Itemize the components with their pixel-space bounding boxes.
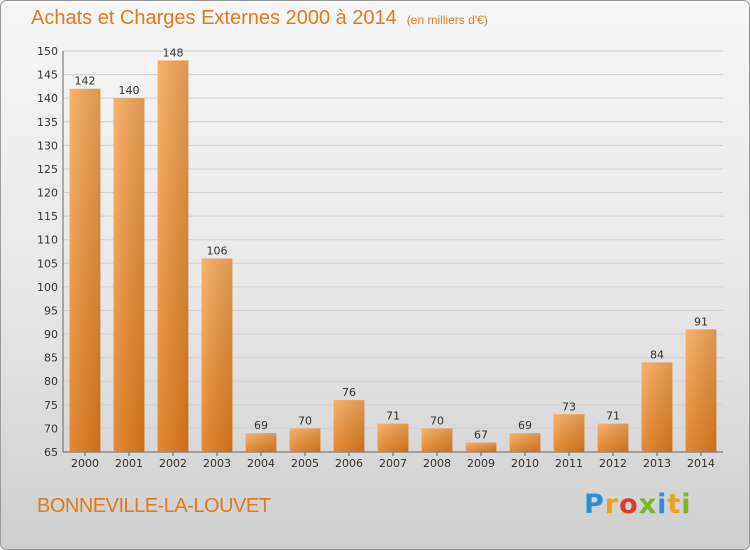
- bar-value-label: 70: [298, 414, 312, 427]
- logo-letter: i: [681, 489, 692, 520]
- bar-shade: [597, 423, 629, 452]
- bar-shade: [553, 414, 585, 452]
- bar-shade: [157, 60, 189, 452]
- bar-shade: [245, 433, 277, 452]
- bar-shade: [69, 88, 101, 452]
- y-tick-label: 75: [44, 399, 58, 412]
- x-tick-label: 2001: [115, 457, 143, 470]
- y-tick-label: 100: [37, 281, 58, 294]
- bar-value-label: 140: [119, 84, 140, 97]
- y-tick-label: 90: [44, 328, 58, 341]
- chart-unit: (en milliers d'€): [406, 13, 488, 27]
- bar-shade: [421, 428, 453, 452]
- bar-value-label: 76: [342, 386, 356, 399]
- bar-shade: [113, 98, 145, 453]
- bar-value-label: 69: [518, 419, 532, 432]
- x-tick-label: 2002: [159, 457, 187, 470]
- logo-letter: P: [584, 489, 605, 520]
- logo-letter: o: [619, 489, 639, 520]
- bar-value-label: 106: [207, 245, 228, 258]
- bar-value-label: 69: [254, 419, 268, 432]
- y-tick-label: 65: [44, 446, 58, 459]
- logo-letter: x: [638, 489, 658, 520]
- chart-title: Achats et Charges Externes 2000 à 2014 (e…: [31, 7, 488, 30]
- x-tick-label: 2014: [687, 457, 715, 470]
- proxiti-logo: Proxiti: [584, 489, 692, 520]
- y-tick-labels: 65 70 75 80 85 90 95 100 105 110 115 120 125 130 135 14…: [37, 45, 58, 459]
- bar-shade: [685, 329, 717, 452]
- commune-name: BONNEVILLE-LA-LOUVET: [37, 495, 271, 517]
- value-labels: 142 140 148 106 69 70 76 71 70 67 69 73 71 84 91: [75, 46, 709, 441]
- x-tick-label: 2003: [203, 457, 231, 470]
- bar-shade: [377, 423, 409, 452]
- y-tick-label: 70: [44, 422, 58, 435]
- bar-shade: [333, 400, 365, 452]
- y-tick-label: 115: [37, 210, 58, 223]
- bar-value-label: 142: [75, 75, 96, 88]
- bar-value-label: 91: [694, 315, 708, 328]
- y-tick-label: 80: [44, 375, 58, 388]
- bar-value-label: 84: [650, 348, 664, 361]
- y-tick-label: 105: [37, 257, 58, 270]
- x-tick-labels: 2000 2001 2002 2003 2004 2005 2006 2007 2008 2009…: [71, 452, 715, 470]
- bar-shade: [289, 428, 321, 452]
- x-tick-label: 2013: [643, 457, 671, 470]
- bar-value-label: 71: [606, 410, 620, 423]
- bar-value-label: 70: [430, 414, 444, 427]
- y-tick-label: 135: [37, 116, 58, 129]
- bar-value-label: 148: [163, 46, 184, 59]
- x-tick-label: 2010: [511, 457, 539, 470]
- y-tick-label: 125: [37, 163, 58, 176]
- y-tick-label: 150: [37, 45, 58, 58]
- x-tick-label: 2007: [379, 457, 407, 470]
- bar-value-label: 67: [474, 429, 488, 442]
- logo-letter: t: [667, 489, 682, 520]
- x-tick-label: 2011: [555, 457, 583, 470]
- y-tick-label: 130: [37, 139, 58, 152]
- x-tick-label: 2009: [467, 457, 495, 470]
- y-tick-label: 110: [37, 234, 58, 247]
- y-tick-label: 120: [37, 187, 58, 200]
- bar-value-label: 71: [386, 410, 400, 423]
- bar-shade: [509, 433, 541, 452]
- x-tick-label: 2005: [291, 457, 319, 470]
- bar-value-label: 73: [562, 400, 576, 413]
- x-tick-label: 2008: [423, 457, 451, 470]
- bar-shade: [465, 442, 497, 452]
- y-tick-label: 95: [44, 304, 58, 317]
- bar-shade: [641, 362, 673, 452]
- bar-shade: [201, 258, 233, 452]
- x-tick-label: 2012: [599, 457, 627, 470]
- logo-letter: i: [657, 489, 668, 520]
- logo-letter: r: [604, 489, 620, 520]
- x-tick-label: 2006: [335, 457, 363, 470]
- y-tick-label: 145: [37, 69, 58, 82]
- y-tick-label: 85: [44, 352, 58, 365]
- y-tick-label: 140: [37, 92, 58, 105]
- bars: [69, 60, 717, 453]
- chart-title-text: Achats et Charges Externes 2000 à 2014: [31, 7, 397, 29]
- x-tick-label: 2004: [247, 457, 275, 470]
- x-tick-label: 2000: [71, 457, 99, 470]
